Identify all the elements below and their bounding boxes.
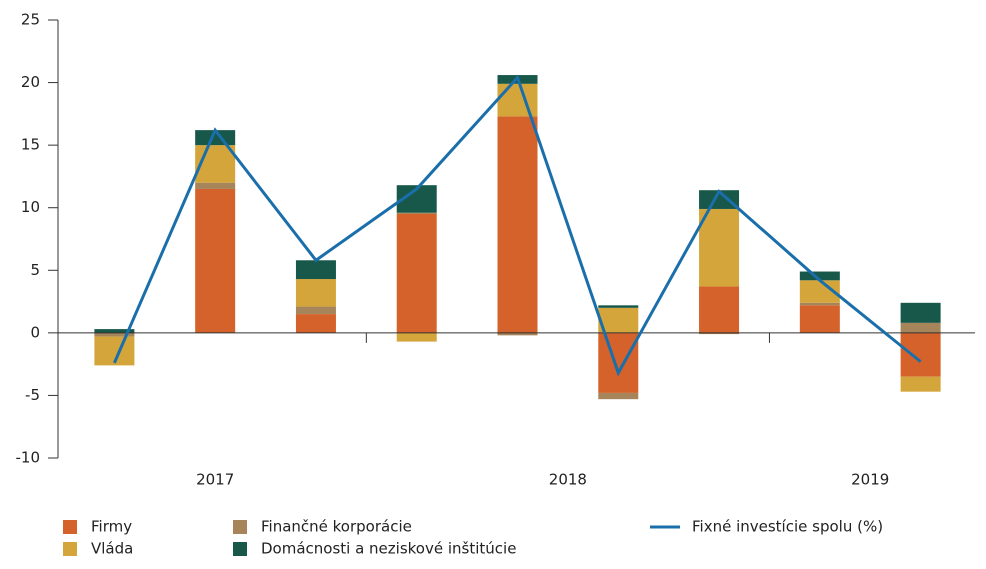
bar-segment xyxy=(195,188,236,333)
y-tick-label: 10 xyxy=(21,198,40,216)
legend-swatch xyxy=(233,520,247,534)
y-tick-label: -5 xyxy=(25,386,40,404)
bar-segment xyxy=(699,190,740,209)
bar-segment xyxy=(295,314,336,333)
y-tick-label: -10 xyxy=(16,449,41,467)
bar-segment xyxy=(900,332,941,377)
bar-segment xyxy=(295,260,336,280)
bar-segment xyxy=(94,332,135,337)
bar-segment xyxy=(699,208,740,287)
bar-segment xyxy=(799,302,840,306)
bar-segment xyxy=(598,305,639,308)
legend-label: Domácnosti a neziskové inštitúcie xyxy=(261,540,516,558)
bar-segment xyxy=(598,307,639,333)
legend-label: Firmy xyxy=(91,518,132,536)
bar-segment xyxy=(295,306,336,315)
y-tick-label: 25 xyxy=(21,11,40,29)
bar-segment xyxy=(396,332,437,342)
x-group-label: 2019 xyxy=(851,471,889,489)
legend-label: Finančné korporácie xyxy=(261,518,412,536)
legend-swatch xyxy=(233,542,247,556)
bar-segment xyxy=(396,212,437,214)
y-tick-label: 15 xyxy=(21,136,40,154)
bar-segment xyxy=(900,322,941,333)
x-group-label: 2017 xyxy=(196,471,234,489)
legend-swatch xyxy=(63,520,77,534)
bar-segment xyxy=(497,332,538,336)
bar-segment xyxy=(598,332,639,393)
bar-segment xyxy=(799,305,840,333)
bar-segment xyxy=(900,302,941,323)
y-tick-label: 5 xyxy=(30,261,40,279)
legend-label: Vláda xyxy=(91,540,133,558)
bar-segment xyxy=(195,182,236,189)
bar-segment xyxy=(497,83,538,117)
bar-segment xyxy=(699,286,740,333)
bar-segment xyxy=(799,280,840,303)
x-group-label: 2018 xyxy=(549,471,587,489)
y-tick-label: 0 xyxy=(30,323,40,341)
legend-swatch xyxy=(63,542,77,556)
bar-segment xyxy=(799,271,840,281)
total-line xyxy=(113,74,922,377)
bar-segment xyxy=(598,392,639,400)
bar-segment xyxy=(497,116,538,333)
legend-label: Fixné investície spolu (%) xyxy=(692,518,883,536)
bar-segment xyxy=(295,279,336,307)
bar-segment xyxy=(94,329,135,333)
y-tick-label: 20 xyxy=(21,73,40,91)
bar-segment xyxy=(396,213,437,333)
bar-segment xyxy=(900,376,941,392)
bar-segment xyxy=(699,332,740,335)
